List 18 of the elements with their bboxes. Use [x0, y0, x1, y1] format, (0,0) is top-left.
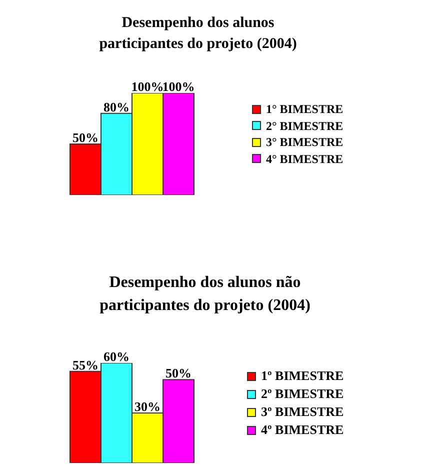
legend-label: 3° BIMESTRE	[266, 134, 344, 150]
chart-title: Desempenho dos alunos participantes do projeto (2004)	[98, 14, 298, 54]
legend-label: 4º BIMESTRE	[261, 421, 344, 439]
data-label: 55%	[72, 357, 98, 372]
legend-label: 3º BIMESTRE	[261, 403, 344, 421]
legend-label: 2º BIMESTRE	[261, 385, 344, 403]
data-label: 100%	[162, 79, 195, 94]
legend-label: 4° BIMESTRE	[266, 150, 344, 167]
data-label: 30%	[134, 399, 160, 414]
data-label: 50%	[166, 366, 192, 381]
legend-label: 2° BIMESTRE	[266, 118, 344, 134]
data-label: 60%	[104, 349, 130, 364]
legend-label: 1° BIMESTRE	[266, 101, 344, 118]
data-label: 50%	[72, 130, 98, 145]
legend-label: 1º BIMESTRE	[261, 367, 344, 385]
data-label: 80%	[104, 99, 130, 114]
data-label: 100%	[131, 79, 164, 94]
chart-title: Desempenho dos alunos não participantes do projeto (2004)	[98, 273, 312, 316]
